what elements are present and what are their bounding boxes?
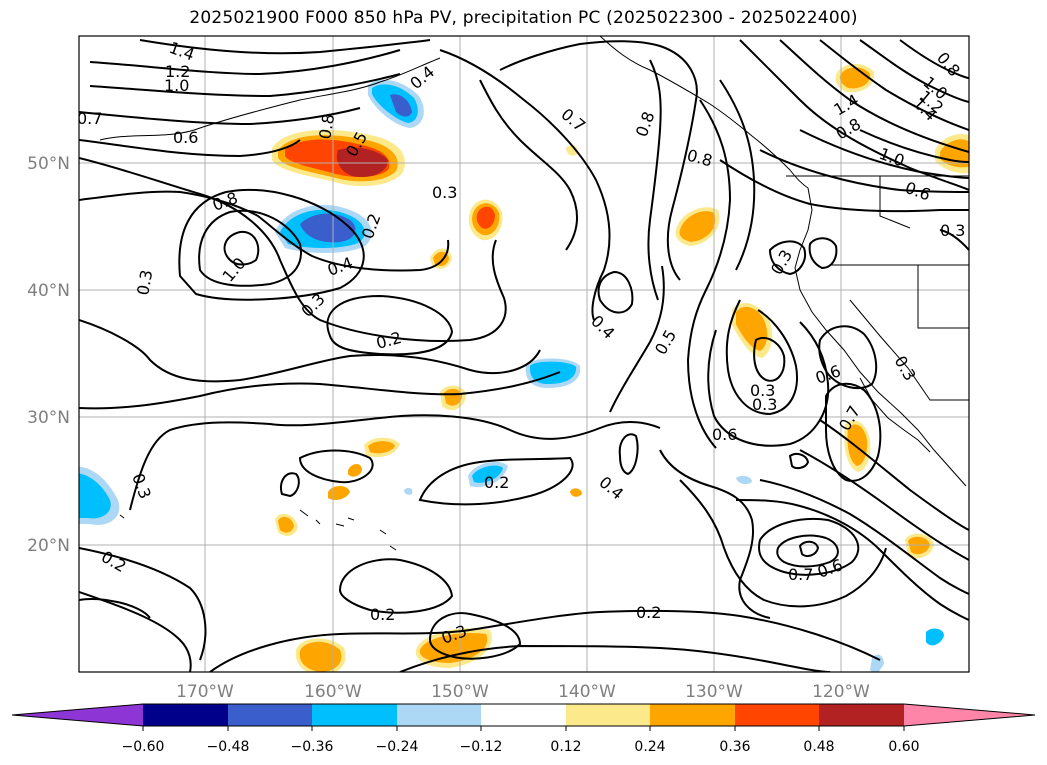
pv-contours (79, 39, 969, 672)
colorbar-bin (819, 704, 904, 726)
colorbar-tick-label: 0.48 (803, 739, 834, 755)
colorbar-tick-label: −0.12 (460, 739, 503, 755)
colorbar-bin (228, 704, 312, 726)
contour-label: 0.6 (173, 128, 198, 147)
colorbar-bin (312, 704, 397, 726)
colorbar-extend-max (904, 704, 1035, 726)
lon-label: 140°W (558, 682, 616, 702)
colorbar-extend-min (12, 704, 143, 726)
lat-label: 50°N (27, 154, 70, 174)
colorbar-tick-label: 0.36 (719, 739, 750, 755)
colorbar-tick-label: −0.60 (122, 739, 165, 755)
contour-label: 1.0 (164, 76, 189, 95)
contour-label: 0.2 (636, 603, 661, 622)
lon-label: 170°W (176, 682, 234, 702)
colorbar-bin (481, 704, 566, 726)
contour-label: 0.8 (315, 112, 338, 140)
colorbar-bin (143, 704, 228, 726)
contour-label: 0.3 (752, 395, 777, 414)
contour-label: 0.2 (484, 473, 509, 492)
lon-label: 150°W (431, 682, 489, 702)
contour-label: 0.7 (77, 109, 102, 128)
lat-label: 20°N (27, 536, 70, 556)
contour-label: 1.2 (165, 62, 190, 81)
contour-label: 0.7 (788, 565, 813, 584)
colorbar-tick-label: 0.24 (634, 739, 665, 755)
contour-label: 0.3 (133, 268, 156, 296)
colorbar-tick-label: −0.36 (291, 739, 334, 755)
colorbar-bin (650, 704, 735, 726)
contour-label: 0.6 (712, 425, 737, 444)
figure-title: 2025021900 F000 850 hPa PV, precipitatio… (189, 8, 858, 28)
contour-label: 0.2 (370, 605, 395, 624)
colorbar-tick-label: 0.60 (888, 739, 919, 755)
map-frame (78, 35, 970, 673)
lat-axis: 50°N 40°N 30°N 20°N (27, 154, 70, 556)
lon-label: 160°W (304, 682, 362, 702)
colorbar-bin (397, 704, 481, 726)
colorbar-tick-label: −0.24 (376, 739, 419, 755)
lat-label: 30°N (27, 408, 70, 428)
colorbar-bin (735, 704, 819, 726)
precip-shading (79, 64, 969, 672)
contour-label: 0.3 (940, 221, 965, 240)
colorbar-tick-label: 0.12 (550, 739, 581, 755)
lat-label: 40°N (27, 281, 70, 301)
contour-label: 0.3 (750, 381, 775, 400)
lon-axis: 170°W 160°W 150°W 140°W 130°W 120°W (176, 682, 870, 702)
colorbar-bin (566, 704, 650, 726)
lon-label: 120°W (812, 682, 870, 702)
colorbar: −0.60 −0.48 −0.36 −0.24 −0.12 0.12 0.24 … (11, 703, 1036, 755)
contour-label: 0.3 (432, 183, 457, 202)
colorbar-tick-label: −0.48 (207, 739, 250, 755)
coastlines (99, 36, 969, 551)
lon-label: 130°W (685, 682, 743, 702)
